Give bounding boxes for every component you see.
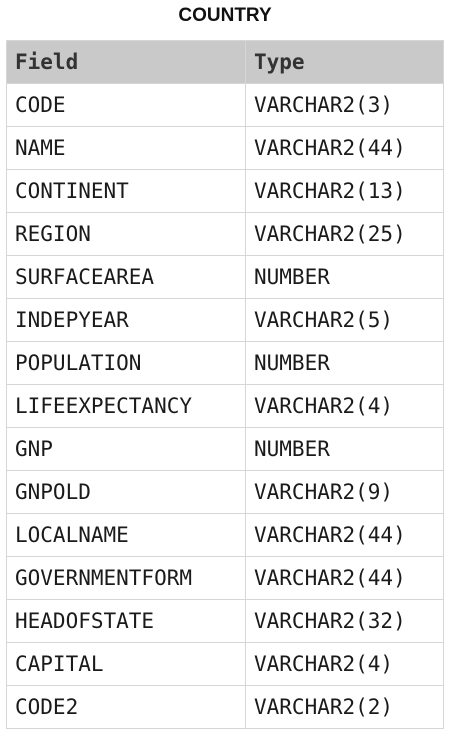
field-type-cell: VARCHAR2(9) [245, 470, 444, 514]
table-row: POPULATION NUMBER [6, 341, 444, 385]
field-name-cell: CODE [6, 83, 246, 127]
table-row: INDEPYEAR VARCHAR2(5) [6, 298, 444, 342]
table-row: CONTINENT VARCHAR2(13) [6, 169, 444, 213]
table-row: GNP NUMBER [6, 427, 444, 471]
schema-table: Field Type CODE VARCHAR2(3) NAME VARCHAR2(4… [6, 40, 444, 729]
field-type-cell: VARCHAR2(5) [245, 298, 444, 342]
field-name-cell: NAME [6, 126, 246, 170]
table-row: CODE VARCHAR2(3) [6, 83, 444, 127]
field-type-cell: VARCHAR2(44) [245, 556, 444, 600]
field-name-cell: GNPOLD [6, 470, 246, 514]
column-header-field: Field [6, 40, 246, 84]
table-row: NAME VARCHAR2(44) [6, 126, 444, 170]
table-row: SURFACEAREA NUMBER [6, 255, 444, 299]
field-name-cell: CONTINENT [6, 169, 246, 213]
table-row: GOVERNMENTFORM VARCHAR2(44) [6, 556, 444, 600]
field-type-cell: VARCHAR2(3) [245, 83, 444, 127]
field-name-cell: HEADOFSTATE [6, 599, 246, 643]
field-name-cell: REGION [6, 212, 246, 256]
field-name-cell: SURFACEAREA [6, 255, 246, 299]
field-type-cell: VARCHAR2(4) [245, 642, 444, 686]
header-row: Field Type [6, 40, 444, 84]
field-name-cell: CODE2 [6, 685, 246, 729]
field-type-cell: VARCHAR2(2) [245, 685, 444, 729]
field-type-cell: VARCHAR2(44) [245, 126, 444, 170]
field-name-cell: GOVERNMENTFORM [6, 556, 246, 600]
field-name-cell: POPULATION [6, 341, 246, 385]
table-row: CODE2 VARCHAR2(2) [6, 685, 444, 729]
column-header-type: Type [245, 40, 444, 84]
table-row: CAPITAL VARCHAR2(4) [6, 642, 444, 686]
field-type-cell: VARCHAR2(25) [245, 212, 444, 256]
field-name-cell: INDEPYEAR [6, 298, 246, 342]
table-row: LIFEEXPECTANCY VARCHAR2(4) [6, 384, 444, 428]
table-row: HEADOFSTATE VARCHAR2(32) [6, 599, 444, 643]
field-name-cell: CAPITAL [6, 642, 246, 686]
table-row: REGION VARCHAR2(25) [6, 212, 444, 256]
field-type-cell: VARCHAR2(13) [245, 169, 444, 213]
field-type-cell: VARCHAR2(32) [245, 599, 444, 643]
field-name-cell: GNP [6, 427, 246, 471]
field-name-cell: LOCALNAME [6, 513, 246, 557]
field-type-cell: VARCHAR2(4) [245, 384, 444, 428]
table-row: LOCALNAME VARCHAR2(44) [6, 513, 444, 557]
field-type-cell: NUMBER [245, 427, 444, 471]
table-title: COUNTRY [178, 5, 272, 26]
field-type-cell: NUMBER [245, 341, 444, 385]
field-type-cell: NUMBER [245, 255, 444, 299]
field-type-cell: VARCHAR2(44) [245, 513, 444, 557]
field-name-cell: LIFEEXPECTANCY [6, 384, 246, 428]
table-row: GNPOLD VARCHAR2(9) [6, 470, 444, 514]
